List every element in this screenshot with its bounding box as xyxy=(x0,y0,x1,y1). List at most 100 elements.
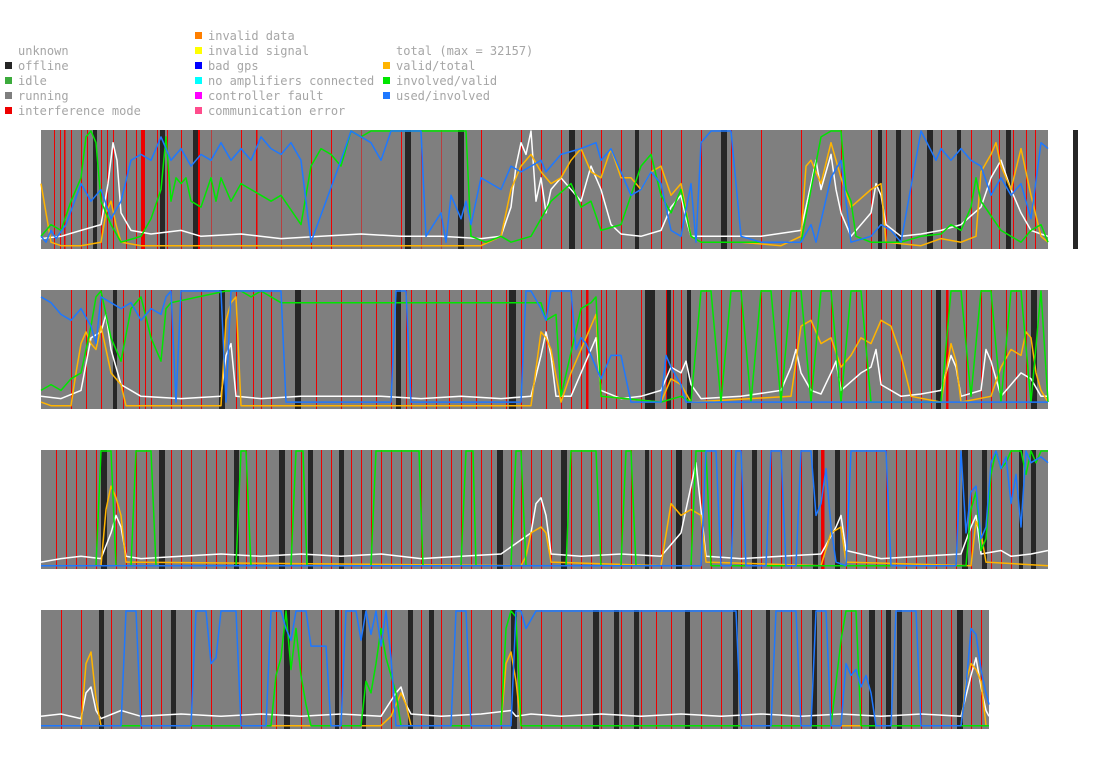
interference-band xyxy=(956,450,957,569)
interference-band xyxy=(561,290,562,409)
interference-band xyxy=(71,130,72,249)
interference-band xyxy=(181,290,182,409)
interference-band xyxy=(1011,450,1012,569)
interference-band xyxy=(701,610,702,729)
interference-band xyxy=(886,130,887,249)
interference-band xyxy=(831,610,832,729)
interference-band xyxy=(461,450,462,569)
legend-swatch-invalid-data xyxy=(195,32,202,39)
interference-band xyxy=(491,450,492,569)
interference-band xyxy=(841,130,842,249)
legend-swatch-communication-error xyxy=(195,107,202,114)
interference-band xyxy=(157,130,158,249)
interference-band xyxy=(941,610,942,729)
interference-band xyxy=(426,290,427,409)
interference-band xyxy=(401,450,402,569)
interference-band xyxy=(511,450,512,569)
interference-band xyxy=(706,290,707,409)
interference-band xyxy=(81,610,82,729)
series-line-used xyxy=(40,130,1049,243)
series-line-involved xyxy=(41,610,989,727)
series-line-involved xyxy=(40,290,1049,403)
interference-band xyxy=(449,290,450,409)
offline-band xyxy=(113,290,117,409)
offline-band xyxy=(458,130,464,249)
interference-band xyxy=(111,610,112,729)
legend-label: invalid signal xyxy=(208,44,310,58)
offline-band xyxy=(927,130,933,249)
offline-band xyxy=(160,130,165,249)
interference-band xyxy=(56,450,57,569)
interference-band xyxy=(471,610,472,729)
legend-label: valid/total xyxy=(396,59,476,73)
interference-band xyxy=(441,610,442,729)
offline-band xyxy=(835,450,840,569)
interference-band xyxy=(931,290,932,409)
interference-band xyxy=(481,450,482,569)
interference-band xyxy=(281,130,282,249)
offline-band xyxy=(396,290,401,409)
interference-band xyxy=(606,290,607,409)
interference-band xyxy=(141,130,145,249)
offline-band xyxy=(645,290,655,409)
interference-band xyxy=(781,610,782,729)
interference-band xyxy=(145,290,146,409)
offline-band xyxy=(886,610,891,729)
interference-band xyxy=(616,290,617,409)
interference-band xyxy=(846,450,847,569)
interference-band xyxy=(136,450,137,569)
interference-band xyxy=(801,450,802,569)
interference-band xyxy=(971,610,972,729)
interference-band xyxy=(361,130,362,249)
interference-band xyxy=(781,450,782,569)
interference-band xyxy=(861,610,862,729)
interference-band xyxy=(911,130,912,249)
interference-band xyxy=(113,130,114,249)
legend-label: offline xyxy=(18,59,69,73)
offline-band xyxy=(897,610,902,729)
interference-band xyxy=(87,130,88,249)
interference-band xyxy=(341,610,342,729)
legend-swatch-unknown xyxy=(5,47,12,54)
legend-label: interference mode xyxy=(18,104,141,118)
interference-band xyxy=(201,290,202,409)
interference-band xyxy=(191,450,192,569)
interference-band xyxy=(331,450,332,569)
legend-label: used/involved xyxy=(396,89,490,103)
interference-band xyxy=(86,450,87,569)
strip-1 xyxy=(40,130,1078,249)
interference-band xyxy=(341,290,342,409)
interference-band xyxy=(191,610,192,729)
running-background xyxy=(41,290,1048,409)
interference-band xyxy=(301,610,302,729)
interference-band xyxy=(167,130,168,249)
interference-band xyxy=(941,130,942,249)
legend-label: invalid data xyxy=(208,29,295,43)
interference-band xyxy=(541,130,542,249)
offline-band xyxy=(279,450,285,569)
legend-label: total (max = 32157) xyxy=(396,44,534,58)
offline-band xyxy=(101,450,107,569)
legend-label: involved/valid xyxy=(396,74,498,88)
interference-band xyxy=(731,450,732,569)
interference-band xyxy=(241,610,242,729)
interference-band xyxy=(256,130,258,249)
offline-band xyxy=(957,130,961,249)
interference-band xyxy=(666,290,667,409)
legend-label: running xyxy=(18,89,69,103)
interference-band xyxy=(601,450,602,569)
interference-band xyxy=(821,610,822,729)
offline-band xyxy=(509,290,516,409)
legend-swatch-running xyxy=(5,92,12,99)
legend: unknown offline idle running interferenc… xyxy=(0,0,1095,125)
interference-band xyxy=(601,610,602,729)
interference-band xyxy=(76,450,77,569)
interference-band xyxy=(931,610,932,729)
offline-band xyxy=(752,450,757,569)
legend-swatch-interference-mode xyxy=(5,107,12,114)
interference-band xyxy=(401,130,402,249)
offline-band xyxy=(635,130,639,249)
interference-band xyxy=(216,450,217,569)
interference-band xyxy=(531,450,532,569)
offline-band xyxy=(171,610,176,729)
